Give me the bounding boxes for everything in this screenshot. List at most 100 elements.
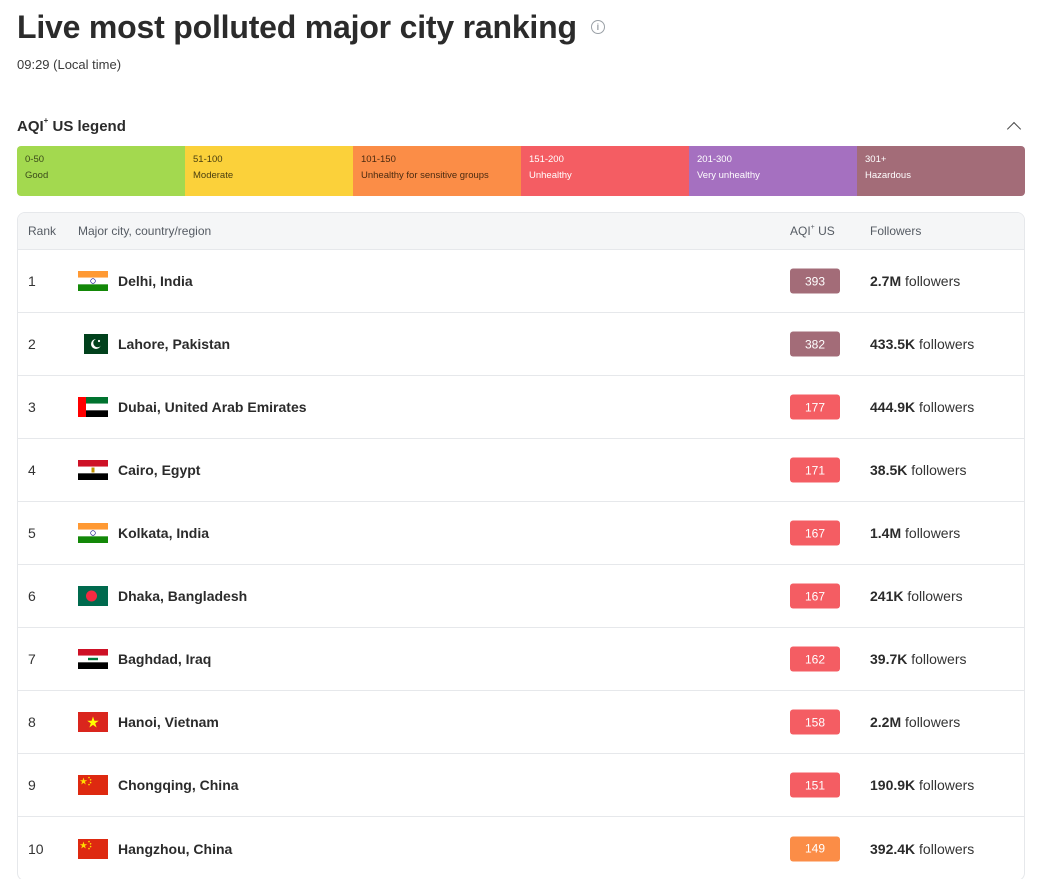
legend-label: Very unhealthy [697,170,760,181]
followers-number: 444.9K [870,399,916,415]
vietnam-flag-icon [78,712,108,732]
followers-count: 38.5K followers [870,462,967,478]
followers-number: 190.9K [870,777,916,793]
followers-number: 39.7K [870,651,908,667]
legend-segment: 51-100 Moderate [185,146,353,196]
city-link[interactable]: Dhaka, Bangladesh [118,588,248,604]
row-rank: 3 [28,399,36,415]
legend-range: 101-150 [361,154,396,165]
row-rank: 8 [28,714,36,730]
table-row[interactable]: 2 Lahore, Pakistan 382 433.5K followers [18,313,1024,376]
followers-suffix: followers [915,777,975,793]
city-link[interactable]: Hangzhou, China [118,840,233,857]
table-row[interactable]: 8 Hanoi, Vietnam 158 2.2M followers [18,691,1024,754]
india-flag-icon [78,523,108,543]
row-rank: 1 [28,273,36,289]
followers-number: 38.5K [870,462,908,478]
legend-label: Unhealthy [529,170,572,181]
followers-suffix: followers [915,336,975,352]
table-row[interactable]: 3 Dubai, United Arab Emirates 177 444.9K fo… [18,376,1024,439]
followers-suffix: followers [901,525,961,541]
row-rank: 7 [28,651,36,667]
followers-suffix: followers [907,651,967,667]
page-title: Live most polluted major city ranking [17,9,577,45]
followers-count: 392.4K followers [870,841,974,857]
legend-label: Good [25,170,49,181]
header-followers: Followers [870,224,922,238]
legend-label: Hazardous [865,170,911,181]
followers-number: 1.4M [870,525,902,541]
followers-count: 433.5K followers [870,336,974,352]
legend-segment: 201-300 Very unhealthy [689,146,857,196]
egypt-flag-icon [78,460,108,480]
row-rank: 6 [28,588,36,604]
china-flag-icon [78,775,108,795]
table-header: Rank Major city, country/region AQI+ US … [18,213,1024,250]
aqi-legend-bar: 0-50 Good 51-100 Moderate 101-150 Unhealthy f… [17,146,1025,196]
table-row[interactable]: 1 Delhi, India 393 2.7M followers [18,250,1024,313]
header-rank: Rank [28,224,57,238]
china-flag-icon [78,838,108,859]
ranking-table: Rank Major city, country/region AQI+ US … [17,212,1025,879]
followers-number: 2.2M [870,714,902,730]
chevron-up-icon[interactable] [1006,121,1022,137]
legend-segment: 101-150 Unhealthy for sensitive groups [353,146,521,196]
followers-count: 39.7K followers [870,651,967,667]
table-row[interactable]: 9 Chongqing, China 151 190.9K followers [18,754,1024,817]
india-flag-icon [78,271,108,291]
table-row[interactable]: 6 Dhaka, Bangladesh 167 241K followers [18,565,1024,628]
aqi-badge: 151 [790,772,840,798]
city-link[interactable]: Lahore, Pakistan [118,336,231,352]
aqi-badge: 171 [790,457,840,483]
city-link[interactable]: Baghdad, Iraq [118,651,212,667]
followers-count: 1.4M followers [870,525,960,541]
legend-range: 51-100 [193,154,223,165]
followers-count: 2.2M followers [870,714,960,730]
uae-flag-icon [78,397,108,417]
legend-label: Moderate [193,170,234,181]
local-time: 09:29 (Local time) [17,57,122,72]
aqi-badge: 149 [790,836,840,861]
bangladesh-flag-icon [78,586,108,606]
header-aqi: AQI+ US [790,224,835,238]
legend-range: 0-50 [25,154,45,165]
page-header: Live most polluted major city ranking i [17,6,605,48]
aqi-badge: 162 [790,646,840,672]
aqi-badge: 167 [790,583,840,609]
followers-suffix: followers [907,462,967,478]
aqi-badge: 393 [790,268,840,294]
legend-range: 201-300 [697,154,732,165]
table-row[interactable]: 5 Kolkata, India 167 1.4M followers [18,502,1024,565]
legend-label: Unhealthy for sensitive groups [361,170,489,181]
table-body: 1 Delhi, India 393 2.7M followers 2 Lahore, P… [18,250,1024,879]
legend-segment: 151-200 Unhealthy [521,146,689,196]
aqi-badge: 167 [790,520,840,546]
aqi-badge: 177 [790,394,840,420]
city-link[interactable]: Hanoi, Vietnam [118,714,219,730]
pakistan-flag-icon [78,334,108,354]
table-row[interactable]: 10 Hangzhou, China 149 392.4K followers [18,817,1024,879]
city-link[interactable]: Chongqing, China [118,777,239,793]
table-row[interactable]: 7 Baghdad, Iraq 162 39.7K followers [18,628,1024,691]
city-link[interactable]: Cairo, Egypt [118,462,201,478]
city-link[interactable]: Dubai, United Arab Emirates [118,399,307,415]
followers-count: 241K followers [870,588,963,604]
followers-count: 2.7M followers [870,273,960,289]
city-link[interactable]: Delhi, India [118,273,193,289]
legend-range: 151-200 [529,154,564,165]
followers-number: 2.7M [870,273,902,289]
table-row[interactable]: 4 Cairo, Egypt 171 38.5K followers [18,439,1024,502]
row-rank: 4 [28,462,36,478]
city-link[interactable]: Kolkata, India [118,525,210,541]
legend-segment: 0-50 Good [17,146,185,196]
followers-suffix: followers [901,273,961,289]
legend-title: AQI+ US legend [17,115,126,135]
followers-suffix: followers [915,840,975,857]
header-city: Major city, country/region [78,224,212,238]
iraq-flag-icon [78,649,108,669]
legend-segment: 301+ Hazardous [857,146,1025,196]
info-icon[interactable]: i [590,20,605,34]
followers-count: 190.9K followers [870,777,974,793]
followers-number: 392.4K [870,840,916,857]
legend-header[interactable]: AQI+ US legend [17,115,1025,137]
